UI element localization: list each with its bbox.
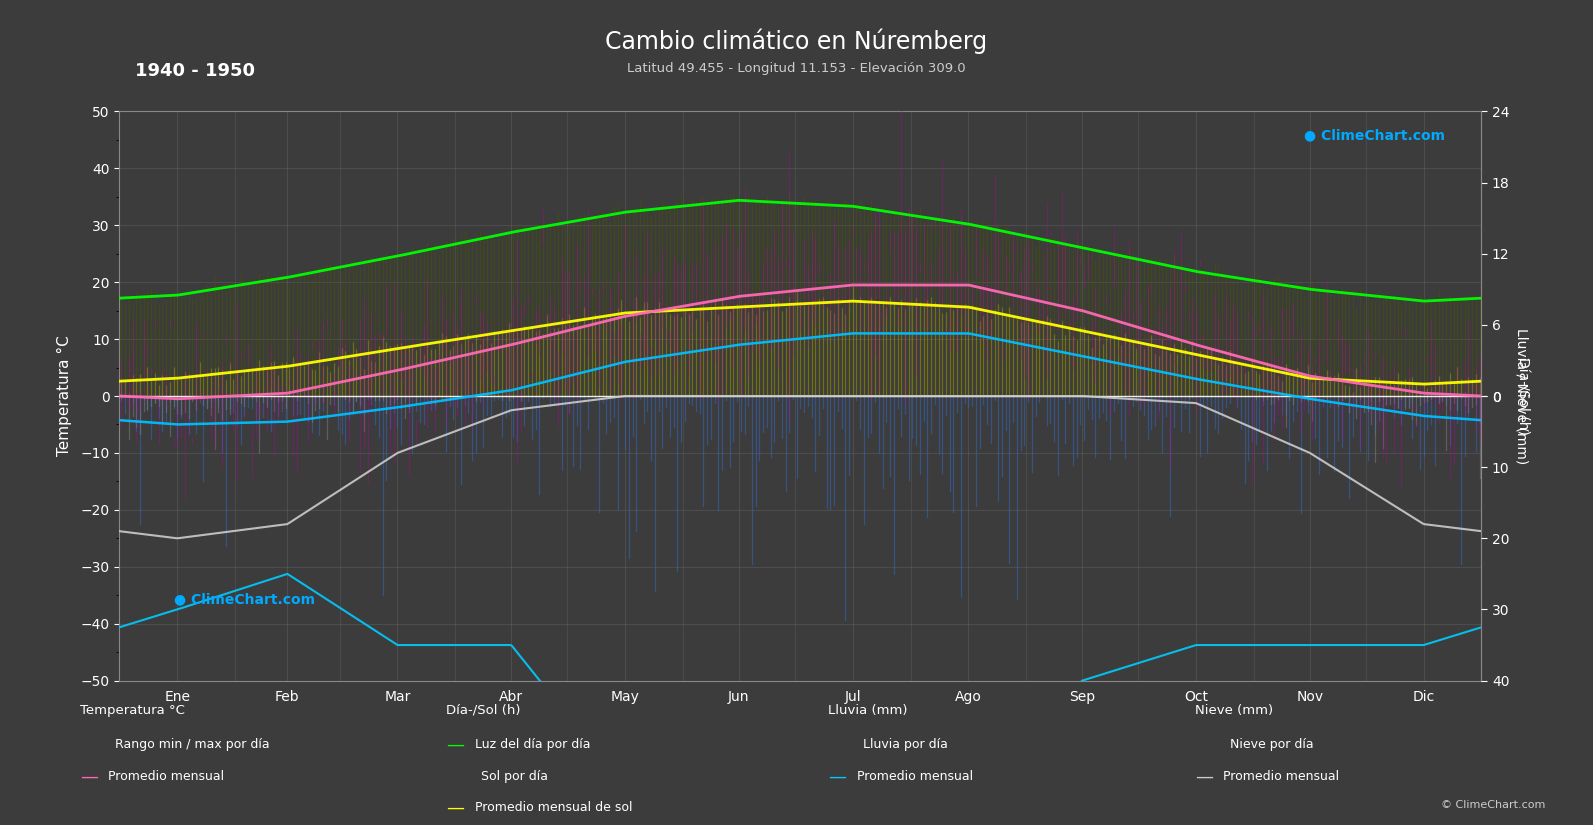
Text: Rango min / max por día: Rango min / max por día xyxy=(115,738,269,752)
Text: Promedio mensual: Promedio mensual xyxy=(1223,770,1340,783)
Text: 1940 - 1950: 1940 - 1950 xyxy=(135,62,255,80)
Text: Lluvia (mm): Lluvia (mm) xyxy=(828,704,908,717)
Text: Nieve (mm): Nieve (mm) xyxy=(1195,704,1273,717)
Text: Luz del día por día: Luz del día por día xyxy=(475,738,591,752)
Text: ● ClimeChart.com: ● ClimeChart.com xyxy=(1305,129,1445,143)
Y-axis label: Lluvia / Nieve (mm): Lluvia / Nieve (mm) xyxy=(1515,328,1529,464)
Text: —: — xyxy=(1195,767,1212,785)
Text: Nieve por día: Nieve por día xyxy=(1230,738,1313,752)
Text: —: — xyxy=(80,767,97,785)
Text: Cambio climático en Núremberg: Cambio climático en Núremberg xyxy=(605,29,988,54)
Text: —: — xyxy=(828,767,846,785)
Text: —: — xyxy=(446,736,464,754)
Text: Lluvia por día: Lluvia por día xyxy=(863,738,948,752)
Text: —: — xyxy=(446,799,464,817)
Text: ● ClimeChart.com: ● ClimeChart.com xyxy=(174,592,315,606)
Text: Promedio mensual de sol: Promedio mensual de sol xyxy=(475,801,632,814)
Text: Temperatura °C: Temperatura °C xyxy=(80,704,185,717)
Y-axis label: Temperatura °C: Temperatura °C xyxy=(57,336,72,456)
Text: Latitud 49.455 - Longitud 11.153 - Elevación 309.0: Latitud 49.455 - Longitud 11.153 - Eleva… xyxy=(628,62,965,75)
Text: Día-/Sol (h): Día-/Sol (h) xyxy=(446,704,521,717)
Text: Sol por día: Sol por día xyxy=(481,770,548,783)
Y-axis label: Día-/Sol (h): Día-/Sol (h) xyxy=(1515,357,1529,435)
Text: Promedio mensual: Promedio mensual xyxy=(108,770,225,783)
Text: Promedio mensual: Promedio mensual xyxy=(857,770,973,783)
Text: © ClimeChart.com: © ClimeChart.com xyxy=(1440,800,1545,810)
